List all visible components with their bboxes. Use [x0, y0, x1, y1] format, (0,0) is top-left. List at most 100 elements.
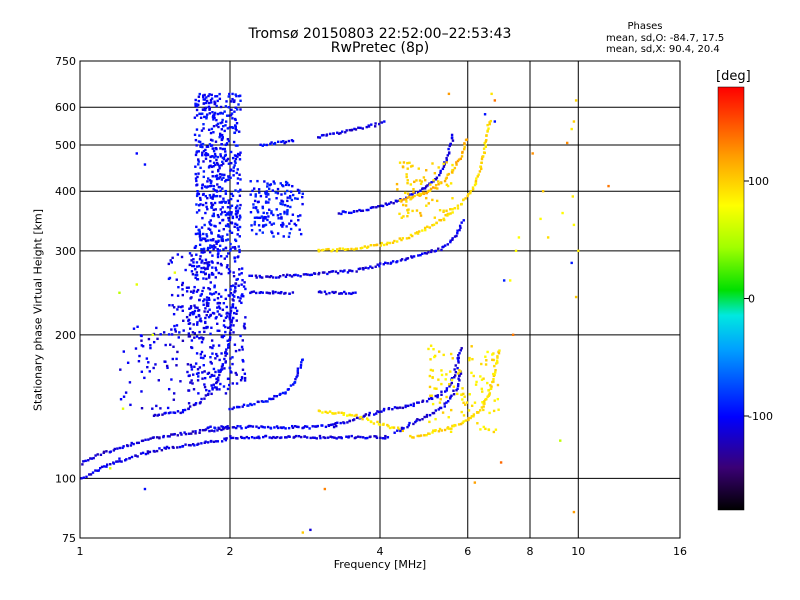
echo-cloud-point — [213, 152, 217, 156]
echo-cloud-point — [175, 324, 179, 327]
echo-trace-point — [264, 400, 268, 403]
echo-outlier-point — [473, 481, 477, 484]
echo-trace-point — [106, 463, 109, 466]
echo-cloud-point — [229, 357, 232, 360]
echo-trace-point — [152, 436, 155, 439]
echo-cloud-point — [202, 356, 205, 360]
echo-cloud-point — [202, 277, 205, 280]
echo-trace-point — [431, 411, 434, 415]
echo-cloud-point — [210, 392, 213, 396]
echo-cloud-point — [227, 252, 230, 255]
echo-trace-point — [492, 380, 495, 383]
echo-cloud-point — [147, 337, 151, 341]
echo-cloud-point — [205, 303, 209, 307]
echo-trace-point — [343, 269, 346, 272]
echo-cloud-point — [202, 303, 205, 306]
echo-trace-point — [264, 434, 268, 438]
echo-trace-point — [379, 244, 382, 247]
echo-cloud-point — [432, 347, 435, 351]
echo-cloud-point — [482, 425, 485, 429]
echo-trace-point — [451, 211, 454, 214]
echo-cloud-point — [212, 367, 216, 371]
echo-trace-point — [212, 383, 215, 386]
echo-cloud-point — [264, 192, 268, 195]
echo-cloud-point — [217, 370, 220, 373]
echo-cloud-point — [223, 367, 226, 370]
echo-trace-point — [457, 377, 460, 380]
echo-trace-point — [189, 444, 192, 447]
echo-trace-point — [374, 412, 378, 415]
echo-trace-point — [382, 409, 386, 412]
echo-trace-point — [387, 424, 390, 428]
echo-cloud-point — [205, 388, 208, 392]
echo-cloud-point — [229, 309, 233, 312]
echo-cloud-point — [446, 214, 449, 217]
echo-cloud-point — [449, 408, 453, 412]
echo-cloud-point — [409, 183, 413, 186]
echo-cloud-point — [206, 246, 210, 250]
echo-outlier-point — [173, 271, 177, 274]
echo-trace-point — [344, 248, 348, 251]
echo-trace-point — [430, 397, 434, 401]
echo-cloud-point — [195, 352, 199, 355]
echo-cloud-point — [195, 261, 199, 264]
echo-trace-point — [236, 424, 239, 428]
echo-cloud-point — [238, 218, 241, 221]
echo-trace-point — [326, 272, 329, 276]
echo-cloud-point — [200, 143, 203, 146]
echo-trace-point — [253, 436, 256, 440]
echo-trace-point — [421, 187, 425, 190]
echo-cloud-point — [437, 180, 440, 183]
echo-trace-point — [209, 439, 213, 443]
echo-cloud-point — [484, 363, 488, 366]
echo-cloud-point — [241, 358, 244, 362]
echo-cloud-point — [224, 297, 228, 301]
echo-cloud-point — [200, 341, 204, 344]
echo-trace-point — [457, 382, 460, 386]
echo-trace-point — [458, 228, 461, 232]
echo-cloud-point — [220, 121, 224, 124]
echo-cloud-point — [188, 313, 192, 317]
echo-cloud-point — [200, 350, 204, 354]
echo-cloud-point — [408, 195, 411, 198]
echo-trace-point — [318, 136, 322, 139]
echo-cloud-point — [202, 266, 206, 270]
echo-cloud-point — [218, 244, 222, 248]
echo-cloud-point — [235, 129, 238, 132]
echo-trace-point — [467, 418, 470, 422]
echo-cloud-point — [201, 145, 204, 149]
echo-trace-point — [462, 198, 465, 201]
echo-trace-point — [419, 253, 422, 257]
echo-cloud-point — [437, 166, 440, 169]
echo-cloud-point — [204, 194, 208, 198]
y-axis-label: Stationary phase Virtual Height [km] — [31, 208, 45, 412]
echo-cloud-point — [272, 213, 275, 217]
echo-cloud-point — [197, 204, 201, 207]
echo-cloud-point — [243, 376, 247, 380]
echo-trace-point — [338, 292, 341, 295]
echo-trace-point — [456, 204, 460, 207]
echo-trace-point — [308, 427, 311, 430]
echo-trace-point — [125, 458, 128, 461]
echo-trace-point — [318, 409, 321, 413]
echo-trace-point — [240, 436, 244, 440]
echo-cloud-point — [228, 294, 231, 298]
echo-cloud-point — [223, 147, 227, 151]
echo-cloud-point — [190, 365, 193, 368]
echo-cloud-point — [263, 180, 266, 183]
echo-cloud-point — [197, 95, 201, 98]
echo-cloud-point — [268, 208, 271, 211]
echo-cloud-point — [216, 255, 220, 259]
echo-cloud-point — [405, 200, 408, 203]
echo-trace-point — [376, 410, 379, 413]
echo-cloud-point — [196, 288, 200, 292]
echo-cloud-point — [227, 139, 231, 143]
echo-trace-point — [465, 138, 468, 141]
echo-cloud-point — [236, 108, 239, 111]
echo-cloud-point — [230, 211, 233, 214]
echo-cloud-point — [402, 203, 405, 207]
echo-outlier-point — [109, 467, 112, 470]
echo-cloud-point — [282, 223, 285, 226]
echo-cloud-point — [220, 138, 224, 141]
echo-cloud-point — [208, 143, 212, 146]
